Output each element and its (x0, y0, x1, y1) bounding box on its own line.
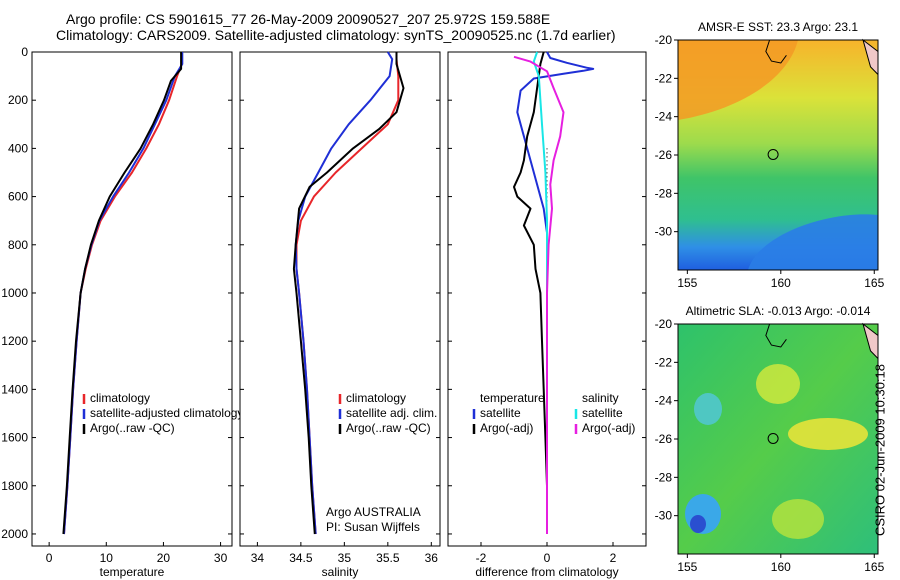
sla-map-ytick-label: -26 (655, 432, 673, 446)
difference-legend-sal-argo: Argo(-adj) (582, 421, 635, 435)
salinity-frame (239, 51, 441, 547)
sst-map-title: AMSR-E SST: 23.3 Argo: 23.1 (698, 20, 858, 34)
salinity-xtick-label: 35 (338, 551, 352, 565)
difference-xlabel: difference from climatology (475, 565, 618, 579)
sla-map-panel: Altimetric SLA: -0.013 Argo: -0.014 -20 -2… (655, 304, 885, 574)
temperature-ytick-label: 1800 (1, 479, 28, 493)
sla-map-ytick-label: -28 (655, 470, 673, 484)
sst-map-xtick-label: 160 (771, 276, 791, 290)
salinity-xtick-label: 35.5 (376, 551, 400, 565)
sla-map-ytick-label: -22 (655, 355, 673, 369)
sst-map-argo-marker (767, 148, 779, 160)
temperature-xtick-label: 20 (157, 551, 171, 565)
difference-series-salinity-argo-adj- (513, 55, 565, 534)
salinity-series-argo-raw-qc- (292, 52, 405, 535)
sla-low-patch-2 (694, 393, 722, 425)
salinity-legend-item: satellite adj. clim. (346, 406, 437, 420)
sla-map-ytick-label: -20 (655, 317, 673, 331)
temperature-legend-item: climatology (90, 391, 150, 405)
sst-map-ytick-label: -24 (655, 110, 673, 124)
temperature-ytick-label: 800 (8, 238, 28, 252)
sla-map-argo-marker (767, 432, 779, 444)
temperature-xtick-label: 30 (214, 551, 228, 565)
temperature-frame (31, 51, 233, 547)
sst-map-ytick-label: -20 (655, 33, 673, 47)
difference-series-salinity-satellite (532, 51, 548, 534)
sla-high-patch-3 (772, 499, 824, 539)
sst-map-ytick-label: -22 (655, 71, 673, 85)
salinity-xtick-label: 34.5 (289, 551, 313, 565)
difference-legend-title-temperature: temperature (480, 391, 545, 405)
salinity-annotation-line2: PI: Susan Wijffels (326, 520, 420, 534)
difference-legend-temp-satellite: satellite (480, 406, 521, 420)
difference-series-temperature-satellite (516, 51, 595, 534)
salinity-legend-item: climatology (346, 391, 406, 405)
temperature-ytick-label: 2000 (1, 527, 28, 541)
temperature-ytick-label: 200 (8, 93, 28, 107)
temperature-xtick-label: 0 (46, 551, 53, 565)
sst-map-reef-line (765, 39, 787, 64)
temperature-ytick-label: 600 (8, 190, 28, 204)
sst-map-ytick-label: -28 (655, 186, 673, 200)
temperature-ytick-label: 1000 (1, 286, 28, 300)
sst-map-ytick-label: -26 (655, 148, 673, 162)
sla-map-ytick-label: -30 (655, 509, 673, 523)
sst-warm-patch (678, 40, 798, 120)
sla-map-reef-line (765, 323, 787, 348)
temperature-ytick-label: 1200 (1, 334, 28, 348)
sla-map-title: Altimetric SLA: -0.013 Argo: -0.014 (686, 304, 871, 318)
difference-xtick-label: 0 (544, 551, 551, 565)
sst-map-panel: AMSR-E SST: 23.3 Argo: 23.1 -20 -22 -24 -26 -… (655, 20, 885, 290)
sla-high-patch-2 (756, 364, 800, 404)
temperature-ytick-label: 400 (8, 141, 28, 155)
sla-map-xtick-label: 160 (771, 560, 791, 574)
salinity-legend-item: Argo(..raw -QC) (346, 421, 431, 435)
sla-map-xtick-label: 155 (677, 560, 697, 574)
salinity-xtick-label: 34 (251, 551, 265, 565)
difference-series-temperature-argo-adj- (513, 51, 548, 534)
sst-cool-patch (748, 214, 878, 270)
sla-high-patch (788, 418, 868, 450)
salinity-xlabel: salinity (322, 565, 359, 579)
temperature-ytick-label: 1600 (1, 431, 28, 445)
sst-map-ytick-label: -30 (655, 225, 673, 239)
temperature-xlabel: temperature (100, 565, 165, 579)
sla-map-xtick-label: 165 (864, 560, 884, 574)
difference-legend-title-salinity: salinity (582, 391, 619, 405)
salinity-panel: 34 34.5 35 35.5 36 salinity climatologysatelli… (239, 51, 441, 579)
sla-map-ytick-label: -24 (655, 394, 673, 408)
temperature-legend-item: satellite-adjusted climatology (90, 406, 243, 420)
header-line-1: Argo profile: CS 5901615_77 26-May-2009 … (66, 11, 551, 27)
salinity-xtick-label: 36 (425, 551, 439, 565)
salinity-annotation-line1: Argo AUSTRALIA (326, 505, 421, 519)
temperature-legend-item: Argo(..raw -QC) (90, 421, 175, 435)
temperature-xtick-label: 10 (100, 551, 114, 565)
difference-legend-sal-satellite: satellite (582, 406, 623, 420)
temperature-series-argo-raw-qc- (62, 52, 183, 535)
difference-xtick-label: -2 (476, 551, 487, 565)
difference-legend-temp-argo: Argo(-adj) (480, 421, 533, 435)
temperature-ytick-label: 1400 (1, 382, 28, 396)
sla-low-core (690, 515, 706, 533)
temperature-panel: 0 200 400 600 800 1000 1200 1400 1600 1800 2000 0 10… (1, 45, 243, 579)
sst-map-xtick-label: 155 (677, 276, 697, 290)
temperature-ytick-label: 0 (21, 45, 28, 59)
difference-xtick-label: 2 (610, 551, 617, 565)
header-line-2: Climatology: CARS2009. Satellite-adjuste… (56, 27, 616, 43)
sst-map-xtick-label: 165 (864, 276, 884, 290)
credit-label: CSIRO 02-Jun-2009 10:30:18 (872, 364, 888, 536)
